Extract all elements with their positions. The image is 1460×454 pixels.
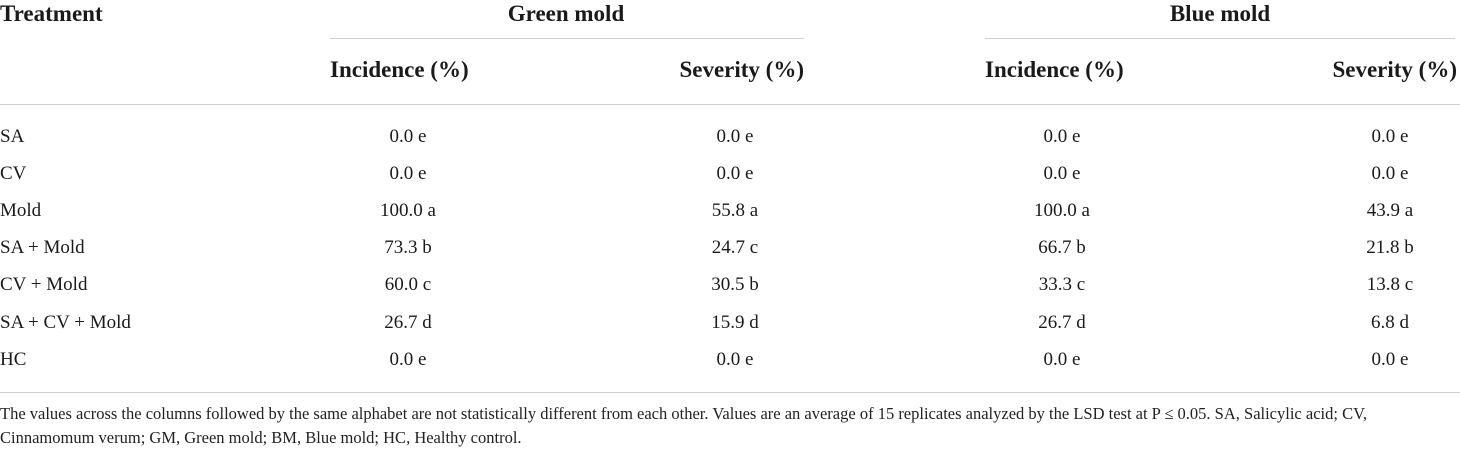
subheader-blue-severity: Severity (%) (1332, 57, 1457, 82)
cell-blue-incidence: 26.7 d (1038, 312, 1086, 333)
cell-green-incidence: 100.0 a (380, 200, 436, 221)
cell-blue-incidence: 0.0 e (1043, 349, 1081, 370)
cell-blue-severity: 0.0 e (1371, 126, 1409, 147)
cell-green-incidence: 73.3 b (384, 237, 432, 258)
row-treatment: CV + Mold (0, 274, 88, 295)
subheader-blue-incidence: Incidence (%) (985, 57, 1124, 82)
subheader-green-incidence: Incidence (%) (330, 57, 469, 82)
row-treatment: SA + CV + Mold (0, 312, 131, 333)
cell-green-incidence: 0.0 e (389, 163, 427, 184)
cell-blue-severity: 13.8 c (1366, 274, 1414, 295)
table-bottom-rule (0, 392, 1460, 393)
header-group-green-mold: Green mold (507, 1, 625, 26)
cell-blue-incidence: 33.3 c (1038, 274, 1086, 295)
cell-blue-severity: 21.8 b (1366, 237, 1414, 258)
cell-green-incidence: 0.0 e (389, 126, 427, 147)
header-treatment: Treatment (0, 1, 103, 26)
row-treatment: SA + Mold (0, 237, 85, 258)
row-treatment: CV (0, 163, 27, 184)
cell-blue-incidence: 66.7 b (1038, 237, 1086, 258)
cell-green-severity: 30.5 b (711, 274, 759, 295)
blue-mold-underline (985, 38, 1455, 39)
green-mold-underline (330, 38, 804, 39)
cell-green-severity: 24.7 c (711, 237, 759, 258)
cell-blue-severity: 43.9 a (1366, 200, 1414, 221)
cell-green-incidence: 0.0 e (389, 349, 427, 370)
table-footnote: The values across the columns followed b… (0, 404, 1367, 447)
cell-blue-severity: 0.0 e (1371, 163, 1409, 184)
cell-green-severity: 55.8 a (711, 200, 759, 221)
cell-blue-incidence: 0.0 e (1043, 163, 1081, 184)
cell-blue-severity: 0.0 e (1371, 349, 1409, 370)
row-treatment: SA (0, 126, 25, 147)
cell-green-severity: 0.0 e (716, 126, 754, 147)
cell-green-incidence: 26.7 d (384, 312, 432, 333)
cell-green-severity: 0.0 e (716, 349, 754, 370)
cell-blue-severity: 6.8 d (1371, 312, 1409, 333)
cell-green-severity: 15.9 d (711, 312, 759, 333)
cell-blue-incidence: 100.0 a (1034, 200, 1090, 221)
subheader-green-severity: Severity (%) (679, 57, 804, 82)
header-group-blue-mold: Blue mold (1169, 1, 1271, 26)
cell-green-severity: 0.0 e (716, 163, 754, 184)
cell-blue-incidence: 0.0 e (1043, 126, 1081, 147)
cell-green-incidence: 60.0 c (384, 274, 432, 295)
row-treatment: Mold (0, 200, 42, 221)
header-rule (0, 104, 1460, 105)
row-treatment: HC (0, 349, 27, 370)
